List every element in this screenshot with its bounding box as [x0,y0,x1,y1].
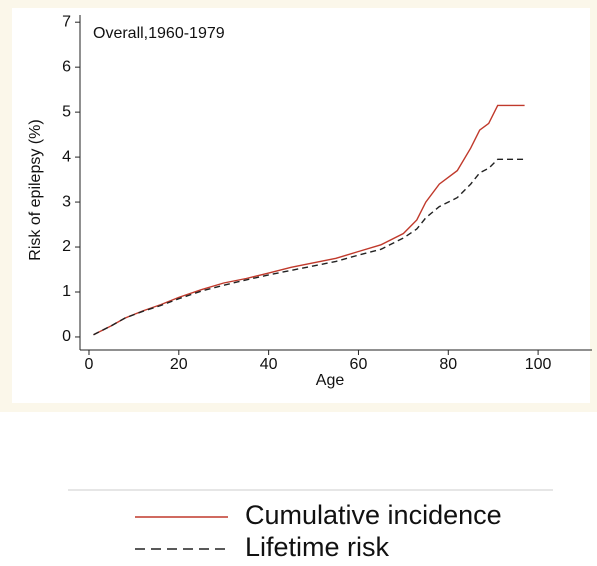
y-tick-label: 2 [62,238,71,255]
chart-title: Overall,1960-1979 [93,25,225,42]
y-tick-label: 6 [62,58,71,75]
y-tick-label: 3 [62,193,71,210]
y-tick-label: 0 [62,328,71,345]
x-tick-label: 20 [170,356,188,373]
x-tick-label: 60 [350,356,368,373]
series-line [93,158,525,336]
y-tick-label: 5 [62,103,71,120]
legend-label: Cumulative incidence [245,500,502,530]
y-tick-label: 4 [62,148,71,165]
x-tick-label: 80 [439,356,457,373]
x-tick-label: 100 [525,356,552,373]
x-tick-label: 0 [85,356,94,373]
series-line [93,104,525,336]
legend-label: Lifetime risk [245,532,390,561]
plot-background [12,8,590,403]
x-axis-label: Age [316,372,345,389]
y-axis-label: Risk of epilepsy (%) [27,119,44,260]
y-tick-label: 1 [62,283,71,300]
y-tick-label: 7 [62,13,71,30]
x-tick-label: 40 [260,356,278,373]
